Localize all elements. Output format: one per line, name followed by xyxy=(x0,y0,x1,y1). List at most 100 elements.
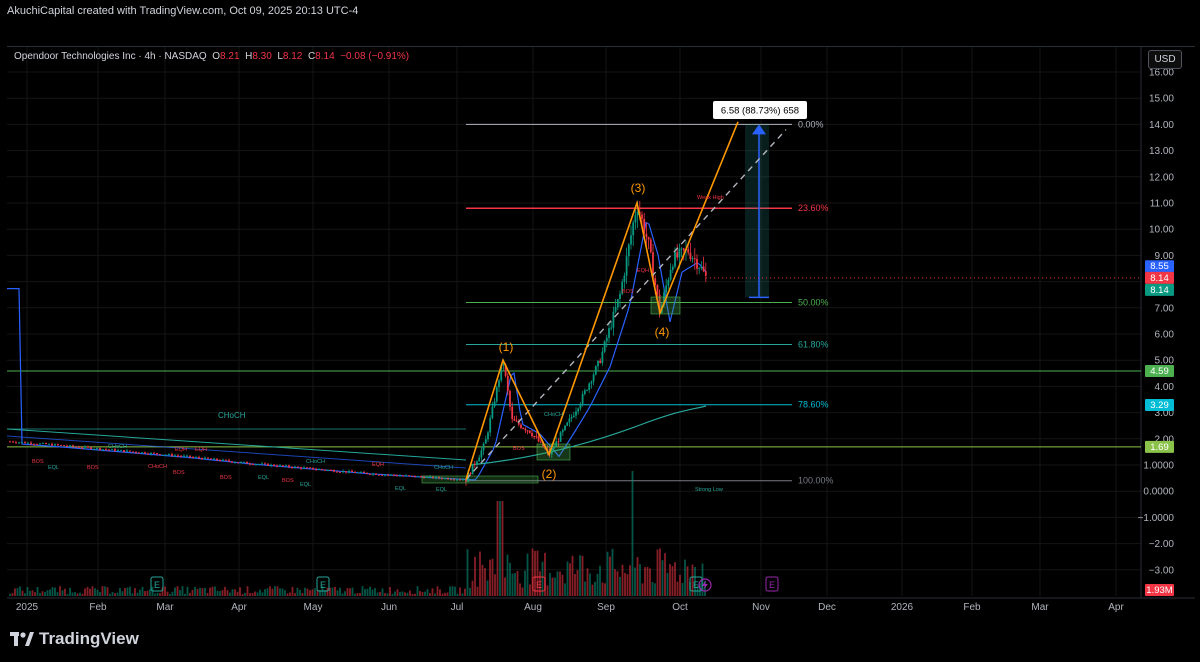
candle-body xyxy=(153,452,155,454)
candle-body xyxy=(30,442,32,445)
volume-bar xyxy=(524,570,526,596)
volume-bar xyxy=(274,586,276,596)
volume-bar xyxy=(261,592,264,596)
volume-bar xyxy=(221,589,224,596)
volume-bar xyxy=(349,588,351,596)
x-tick-label: Feb xyxy=(89,602,107,613)
volume-bar xyxy=(366,588,369,596)
measure-label-bg xyxy=(713,101,807,119)
candle-body xyxy=(345,471,347,473)
volume-bar xyxy=(114,593,116,596)
volume-bar xyxy=(451,586,454,596)
candle-body xyxy=(357,472,359,474)
price-badge-label: 8.14 xyxy=(1150,273,1169,284)
candle-body xyxy=(588,383,591,390)
tradingview-logo[interactable]: TradingView xyxy=(10,629,139,649)
volume-bar xyxy=(619,576,621,596)
volume-bar xyxy=(601,582,604,596)
y-tick-label: 7.00 xyxy=(1155,303,1175,314)
open-value: 8.21 xyxy=(220,51,240,62)
volume-bar xyxy=(409,590,411,596)
candle-body xyxy=(441,478,443,480)
fib-label: 0.00% xyxy=(798,119,824,129)
volume-bar xyxy=(19,586,21,596)
candle-body xyxy=(216,458,218,461)
volume-bar xyxy=(359,593,361,596)
candle-body xyxy=(165,454,167,456)
candle-body xyxy=(363,471,365,473)
currency-button[interactable]: USD xyxy=(1148,50,1182,69)
structure-label: EQL xyxy=(258,475,269,481)
candle-body xyxy=(597,360,599,367)
candle-body xyxy=(264,463,266,465)
candle-body xyxy=(147,453,149,455)
candle-body xyxy=(84,446,86,448)
candle-body xyxy=(78,446,80,448)
y-tick-label: 11.00 xyxy=(1150,199,1175,210)
candle-body xyxy=(225,459,227,461)
volume-bar xyxy=(661,560,664,596)
volume-bar xyxy=(246,586,249,596)
volume-bar xyxy=(386,593,389,596)
volume-bar xyxy=(646,566,649,596)
volume-bar xyxy=(431,588,434,596)
volume-bar xyxy=(606,551,609,596)
volume-bar xyxy=(439,589,441,596)
volume-bar xyxy=(579,555,581,596)
volume-bar xyxy=(681,583,684,596)
candle-body xyxy=(312,467,314,470)
candle-body xyxy=(610,327,613,329)
volume-bar xyxy=(401,591,404,596)
candle-body xyxy=(561,430,564,433)
volume-bar xyxy=(596,573,599,596)
candle-body xyxy=(159,454,161,456)
volume-bar xyxy=(461,593,464,596)
volume-bar xyxy=(179,590,181,596)
volume-bar xyxy=(21,590,24,596)
candle-body xyxy=(297,466,299,468)
candle-body xyxy=(550,448,553,455)
volume-bar xyxy=(546,585,549,596)
structure-label: BOS xyxy=(87,465,99,471)
candle-body xyxy=(542,441,544,448)
volume-bar xyxy=(561,574,564,596)
candle-body xyxy=(330,469,332,471)
x-tick-label: Apr xyxy=(231,602,247,613)
candle-body xyxy=(625,256,628,276)
volume-bar xyxy=(614,569,616,596)
volume-bar xyxy=(66,593,69,596)
earnings-marker xyxy=(316,576,330,592)
volume-bar xyxy=(599,565,601,596)
volume-bar xyxy=(534,550,536,596)
volume-bar xyxy=(519,583,521,596)
candle-body xyxy=(129,450,131,452)
candle-body xyxy=(643,218,646,234)
tradingview-icon xyxy=(10,632,34,646)
volume-bar xyxy=(94,588,96,596)
volume-bar xyxy=(551,577,554,596)
attribution-bar: AkuchiCapital created with TradingView.c… xyxy=(0,0,1200,22)
structure-label: BOS xyxy=(220,475,232,481)
candle-body xyxy=(482,443,485,451)
candle-body xyxy=(599,360,602,363)
candle-body xyxy=(171,454,173,456)
volume-bar xyxy=(564,583,566,596)
volume-bar xyxy=(379,591,381,596)
candle-body xyxy=(102,449,104,451)
volume-bar xyxy=(229,592,231,596)
candle-body xyxy=(656,285,659,295)
volume-bar xyxy=(651,582,654,596)
volume-bar xyxy=(184,593,186,596)
volume-bar xyxy=(266,588,269,596)
y-tick-label: 4.00 xyxy=(1155,382,1175,393)
volume-bar xyxy=(374,588,376,596)
footer xyxy=(0,620,1200,662)
volume-bar xyxy=(131,593,134,596)
projection-line xyxy=(465,129,787,480)
volume-bar xyxy=(491,558,494,596)
candle-body xyxy=(126,450,128,452)
candle-body xyxy=(654,278,657,286)
candle-body xyxy=(453,479,455,481)
candle-body xyxy=(462,479,464,481)
